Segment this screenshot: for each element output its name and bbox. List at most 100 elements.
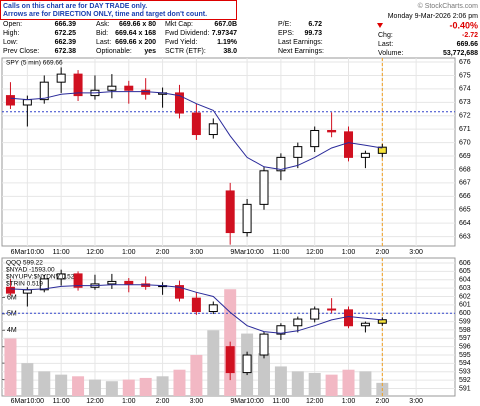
- stat-value: 666.39: [55, 21, 77, 28]
- x-tick-label: 3:00: [190, 398, 204, 405]
- volume-bar: [257, 353, 270, 396]
- y-tick-label: 601: [459, 302, 471, 309]
- x-tick-label: 1:00: [122, 249, 136, 256]
- candle-body: [360, 152, 370, 158]
- y-tick-label: 592: [459, 377, 471, 384]
- candle-body: [327, 130, 337, 133]
- candle-body: [5, 286, 15, 294]
- x-tick-label: 9Mar10:00: [230, 249, 264, 256]
- stat-value: 669.66 x 80: [119, 21, 156, 28]
- candle-body: [73, 73, 83, 97]
- stat-label: Next Earnings:: [278, 48, 324, 55]
- moving-average: [10, 91, 383, 171]
- candle-body: [208, 123, 218, 136]
- candle-body: [276, 156, 286, 172]
- stat-value: 6.72: [308, 21, 322, 28]
- stat-value: 669.64 x 168: [115, 30, 156, 37]
- moving-average: [10, 284, 383, 334]
- change-pct: -0.40%: [449, 20, 478, 30]
- volume-bar: [4, 338, 17, 396]
- stat-value: 672.38: [55, 48, 77, 55]
- candle-body: [293, 318, 303, 327]
- candle-body: [344, 309, 354, 327]
- x-tick-label: 12:00: [306, 398, 324, 405]
- y-tick-label: 672: [459, 113, 471, 120]
- candle-body: [191, 297, 201, 313]
- candle-body: [208, 304, 218, 313]
- y-tick-label: 664: [459, 220, 471, 227]
- volume-bar: [308, 373, 321, 396]
- candle-body: [344, 131, 354, 158]
- volume-bar: [173, 369, 186, 396]
- x-tick-label: 6Mar10:00: [11, 398, 45, 405]
- volume-tick-label: 4M: [7, 327, 17, 334]
- x-tick-label: 2:00: [376, 398, 390, 405]
- volume-bar: [21, 363, 34, 396]
- panel-label: $NYAD -1593.00: [6, 267, 55, 274]
- volume-tick-label: 6M: [7, 294, 17, 301]
- x-tick-label: 2:00: [156, 249, 170, 256]
- y-tick-label: 606: [459, 260, 471, 267]
- candle-body: [56, 273, 66, 280]
- stat-label: Last:: [96, 39, 111, 46]
- candle-body: [107, 280, 117, 285]
- brand: © StockCharts.com: [418, 2, 479, 10]
- y-tick-label: 665: [459, 207, 471, 214]
- stat-label: High:: [3, 30, 19, 37]
- x-tick-label: 12:00: [86, 249, 104, 256]
- y-tick-label: 595: [459, 352, 471, 359]
- volume-tick-label: 5M: [7, 311, 17, 318]
- stat-value: 1.19%: [217, 39, 238, 46]
- candle-body: [56, 73, 66, 83]
- volume-bar: [105, 381, 118, 396]
- candle-body: [22, 99, 32, 106]
- candle-body: [242, 203, 252, 234]
- volume-bar: [207, 330, 220, 396]
- x-tick-label: 1:00: [122, 398, 136, 405]
- volume-bar: [291, 371, 304, 396]
- y-tick-label: 605: [459, 268, 471, 275]
- candle-body: [124, 280, 134, 285]
- candle-body: [39, 81, 49, 101]
- candle-body: [276, 325, 286, 335]
- y-tick-label: 673: [459, 99, 471, 106]
- stat-label: Low:: [3, 39, 18, 46]
- volume-bar: [72, 376, 85, 396]
- candle-body: [174, 92, 184, 114]
- stat-label: Fwd Yield:: [165, 39, 197, 46]
- x-tick-label: 3:00: [409, 249, 423, 256]
- panel-label: $TRIN 0.519: [6, 281, 43, 288]
- x-tick-label: 1:00: [342, 249, 356, 256]
- volume-bar: [359, 371, 372, 396]
- x-tick-label: 6Mar10:00: [11, 249, 45, 256]
- stat-label: Bid:: [96, 30, 108, 37]
- candle-body: [174, 285, 184, 299]
- y-tick-label: 670: [459, 139, 471, 146]
- volume-bar: [139, 377, 152, 396]
- quote-label: Last:: [378, 41, 393, 48]
- volume-bar: [190, 354, 203, 396]
- stat-value: yes: [144, 48, 156, 55]
- stat-label: SCTR (ETF):: [165, 48, 206, 55]
- quote-label: Volume:: [378, 50, 403, 57]
- notice-line: Calls on this chart are for DAY TRADE on…: [3, 3, 147, 10]
- quote-value: 53,772,688: [443, 50, 478, 57]
- stat-value: 672.25: [55, 30, 77, 37]
- stat-label: EPS:: [278, 30, 294, 37]
- stat-value: 662.39: [55, 39, 77, 46]
- y-tick-label: 671: [459, 126, 471, 133]
- x-tick-label: 11:00: [53, 398, 70, 405]
- volume-bar: [325, 374, 338, 396]
- panel-label: $NYUPV:$NYDNV 0.52: [6, 274, 75, 281]
- quote-value: -2.72: [462, 32, 478, 39]
- panel-title: QQQ 599.22: [6, 260, 43, 267]
- y-tick-label: 675: [459, 72, 471, 79]
- candle-body: [124, 85, 134, 91]
- stat-label: Optionable:: [96, 48, 132, 55]
- x-tick-label: 11:00: [272, 249, 289, 256]
- candle-body: [225, 190, 235, 234]
- candle-body: [191, 112, 201, 136]
- volume-bar: [38, 371, 51, 396]
- volume-bar: [55, 374, 68, 396]
- down-arrow: [377, 23, 383, 28]
